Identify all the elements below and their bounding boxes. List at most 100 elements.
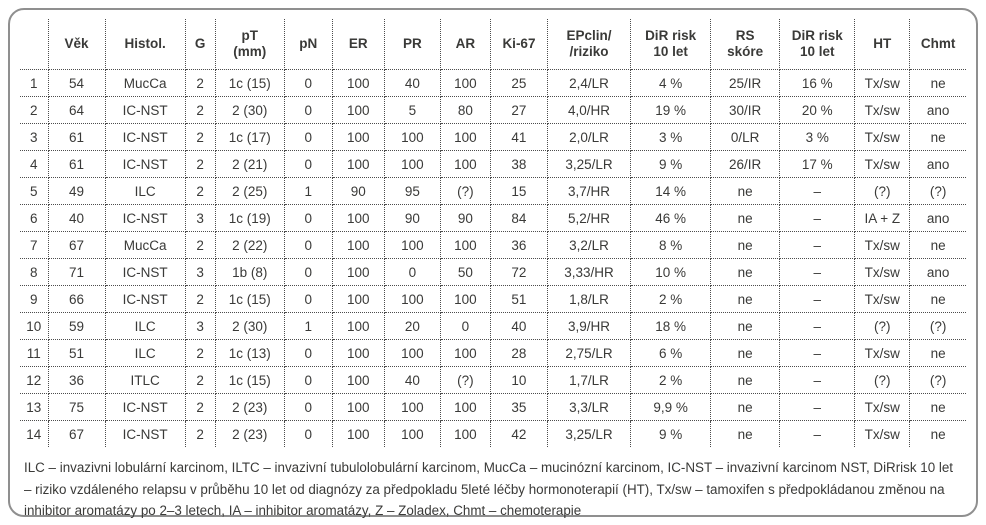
column-header-dir-risk: DiR risk 10 let bbox=[779, 19, 856, 70]
table-cell: 100 bbox=[440, 285, 491, 313]
table-cell: 1c (19) bbox=[215, 204, 285, 232]
table-cell: 2 (23) bbox=[215, 393, 285, 421]
table-cell: 8 % bbox=[630, 231, 712, 259]
table-cell: 100 bbox=[440, 69, 491, 97]
table-cell: – bbox=[779, 231, 856, 259]
table-cell: 1b (8) bbox=[215, 258, 285, 286]
table-row: 13 75 IC-NST 2 2 (23) 0 100 100 100 35 3,3/LR 9,9 %… bbox=[20, 393, 966, 421]
table-cell: 50 bbox=[440, 258, 491, 286]
table-cell: 7 bbox=[20, 231, 49, 259]
table-cell: ne bbox=[909, 339, 966, 367]
table-cell: 30/IR bbox=[710, 96, 781, 124]
table-row: 2 64 IC-NST 2 2 (30) 0 100 5 80 27 4,0/HR 19 % 30/IR… bbox=[20, 96, 966, 124]
table-cell: 46 % bbox=[630, 204, 712, 232]
table-cell: Tx/sw bbox=[854, 393, 911, 421]
table-row: 7 67 MucCa 2 2 (22) 0 100 100 100 36 3,2/LR 8 % ne – T… bbox=[20, 231, 966, 259]
table-cell: 10 % bbox=[630, 258, 712, 286]
table-cell: 9 bbox=[20, 285, 49, 313]
table-cell: 0 bbox=[284, 96, 333, 124]
table-cell: 2 bbox=[185, 150, 216, 178]
table-row: 3 61 IC-NST 2 1c (17) 0 100 100 100 41 2,0/LR 3 % 0/… bbox=[20, 123, 966, 151]
table-cell: 0 bbox=[440, 312, 491, 340]
table-cell: 36 bbox=[490, 231, 548, 259]
column-header-ki-67: Ki-67 bbox=[490, 19, 548, 70]
table-cell: 1,8/LR bbox=[547, 285, 632, 313]
table-cell: 3 % bbox=[779, 123, 856, 151]
table-cell: 10 bbox=[490, 366, 548, 394]
table-cell: 20 % bbox=[779, 96, 856, 124]
table-cell: 0 bbox=[284, 393, 333, 421]
table-cell: 3,7/HR bbox=[547, 177, 632, 205]
table-cell: 51 bbox=[490, 285, 548, 313]
table-cell: 20 bbox=[384, 312, 441, 340]
table-cell: 2 (23) bbox=[215, 420, 285, 447]
table-cell: 5,2/HR bbox=[547, 204, 632, 232]
table-cell: 90 bbox=[332, 177, 385, 205]
table-cell: ano bbox=[909, 258, 966, 286]
table-cell: 16 % bbox=[779, 69, 856, 97]
table-cell: 40 bbox=[48, 204, 106, 232]
table-cell: 14 % bbox=[630, 177, 712, 205]
table-cell: 2,75/LR bbox=[547, 339, 632, 367]
table-cell: IC-NST bbox=[105, 96, 186, 124]
table-cell: 100 bbox=[440, 393, 491, 421]
table-cell: 0 bbox=[284, 204, 333, 232]
table-cell: 25/IR bbox=[710, 69, 781, 97]
table-cell: IA + Z bbox=[854, 204, 911, 232]
column-header-histol: Histol. bbox=[105, 19, 186, 70]
table-cell: (?) bbox=[440, 177, 491, 205]
table-cell: 49 bbox=[48, 177, 106, 205]
table-cell: 100 bbox=[332, 285, 385, 313]
table-cell: 2 bbox=[185, 177, 216, 205]
table-cell: – bbox=[779, 339, 856, 367]
table-cell: 4 bbox=[20, 150, 49, 178]
table-cell: 0 bbox=[284, 258, 333, 286]
table-cell: 0 bbox=[284, 285, 333, 313]
table-cell: 26/IR bbox=[710, 150, 781, 178]
table-cell: 10 bbox=[20, 312, 49, 340]
table-cell: 6 % bbox=[630, 339, 712, 367]
table-row: 6 40 IC-NST 3 1c (19) 0 100 90 90 84 5,2/HR 46 % ne –… bbox=[20, 204, 966, 232]
table-cell: IC-NST bbox=[105, 204, 186, 232]
table-cell: ano bbox=[909, 96, 966, 124]
abbreviations-footnote: ILC – invazivni lobulární karcinom, ILTC… bbox=[24, 460, 954, 519]
table-cell: IC-NST bbox=[105, 150, 186, 178]
column-header-rs: RS skóre bbox=[710, 19, 781, 70]
table-cell: 100 bbox=[332, 96, 385, 124]
table-cell: 40 bbox=[384, 366, 441, 394]
table-cell: Tx/sw bbox=[854, 420, 911, 447]
table-cell: ILC bbox=[105, 312, 186, 340]
column-header-v-k: Věk bbox=[48, 19, 106, 70]
table-cell: 35 bbox=[490, 393, 548, 421]
table-cell: ITLC bbox=[105, 366, 186, 394]
table-cell: 100 bbox=[440, 150, 491, 178]
table-cell: 100 bbox=[332, 420, 385, 447]
table-cell: 100 bbox=[332, 339, 385, 367]
table-cell: 28 bbox=[490, 339, 548, 367]
table-cell: 1 bbox=[20, 69, 49, 97]
table-cell: – bbox=[779, 420, 856, 447]
table-cell: ne bbox=[909, 123, 966, 151]
table-cell: (?) bbox=[440, 366, 491, 394]
table-cell: ne bbox=[710, 339, 781, 367]
table-cell: 71 bbox=[48, 258, 106, 286]
table-cell: 0 bbox=[284, 231, 333, 259]
table-cell: 2 bbox=[20, 96, 49, 124]
table-cell: ne bbox=[710, 393, 781, 421]
table-cell: 100 bbox=[384, 285, 441, 313]
table-cell: 90 bbox=[384, 204, 441, 232]
table-cell: 100 bbox=[384, 420, 441, 447]
table-cell: ne bbox=[710, 231, 781, 259]
table-cell: 100 bbox=[332, 312, 385, 340]
table-cell: 2 bbox=[185, 69, 216, 97]
table-cell: 3,2/LR bbox=[547, 231, 632, 259]
table-cell: 40 bbox=[490, 312, 548, 340]
table-cell: 100 bbox=[332, 258, 385, 286]
table-cell: 3 bbox=[20, 123, 49, 151]
table-cell: 14 bbox=[20, 420, 49, 447]
table-cell: – bbox=[779, 258, 856, 286]
table-cell: 61 bbox=[48, 123, 106, 151]
table-cell: 3 bbox=[185, 204, 216, 232]
table-cell: 8 bbox=[20, 258, 49, 286]
table-cell: 1 bbox=[284, 312, 333, 340]
